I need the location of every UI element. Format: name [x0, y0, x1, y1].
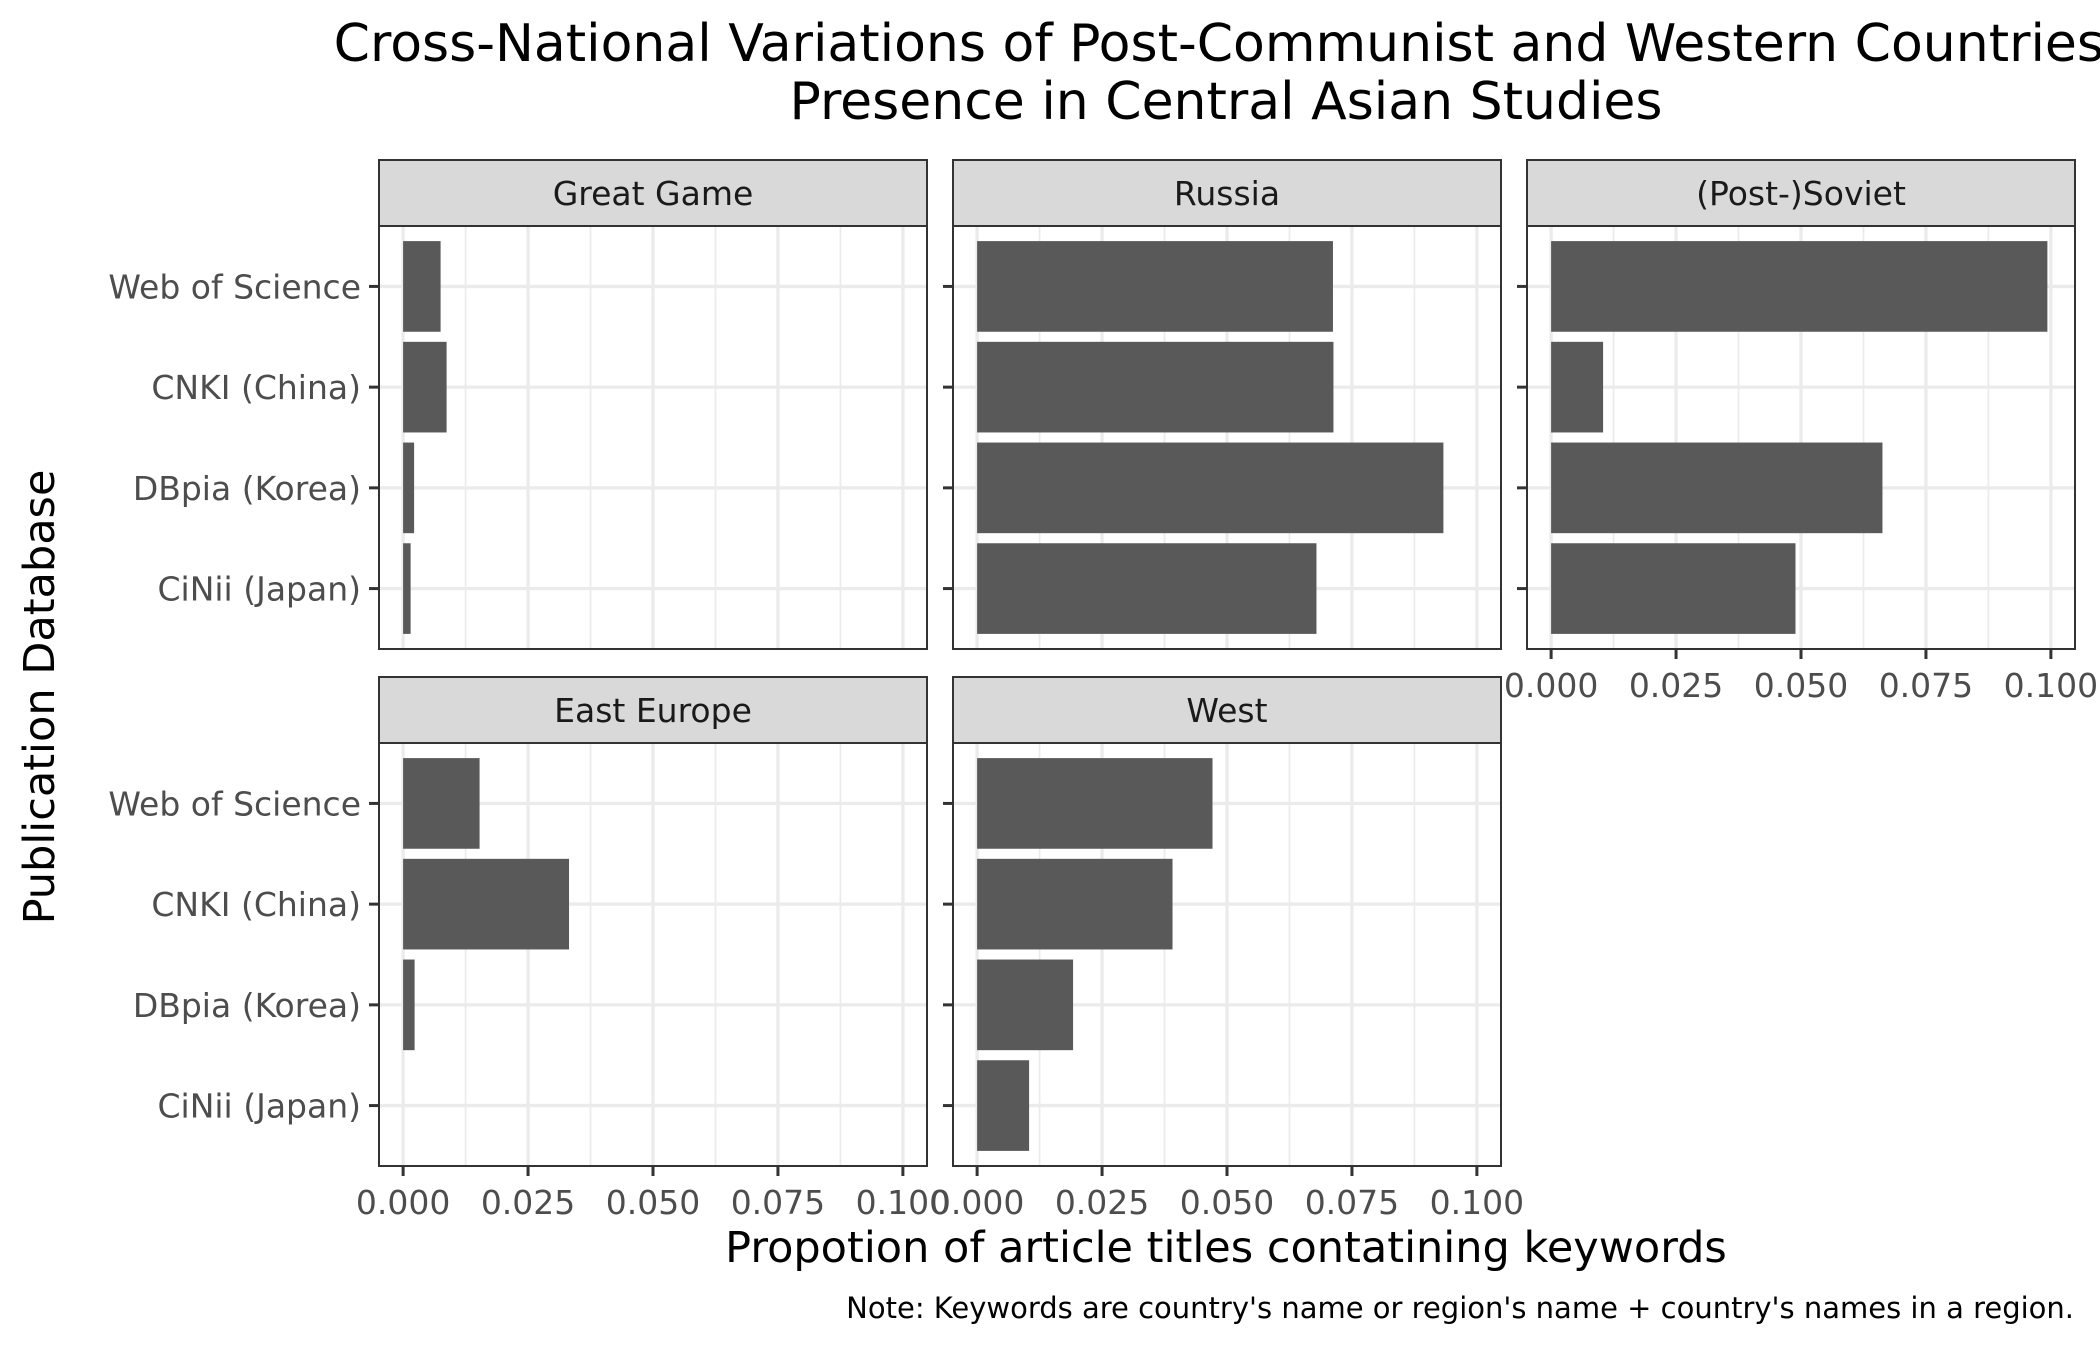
facet-label: Russia [1174, 174, 1280, 213]
x-axis-title: Propotion of article titles contatining … [725, 1223, 1727, 1273]
facet-strip [378, 676, 928, 744]
bar-west-cinii-japan [977, 1060, 1030, 1151]
chart-title: Cross-National Variations of Post-Commun… [334, 14, 2100, 132]
x-tick-label: 0.000 [930, 1183, 1024, 1222]
bar-russia-cnki-china [977, 341, 1334, 433]
facet-strip [378, 159, 928, 227]
x-tick-label: 0.075 [1879, 666, 1973, 705]
panel-border [952, 225, 1502, 650]
x-tick-label: 0.025 [1055, 1183, 1149, 1222]
y-tick-label: DBpia (Korea) [133, 469, 361, 508]
facet-panel-russia: Russia [943, 159, 1502, 650]
x-tick-label: 0.050 [606, 1183, 700, 1222]
facet-label: (Post-)Soviet [1696, 174, 1906, 213]
facet-label: West [1186, 691, 1267, 730]
x-tick-label: 0.025 [1629, 666, 1723, 705]
x-tick-label: 0.000 [356, 1183, 450, 1222]
panel-border [378, 225, 928, 650]
y-tick-label: CiNii (Japan) [157, 1087, 361, 1126]
y-tick-label: CiNii (Japan) [157, 570, 361, 609]
facet-label: Great Game [553, 174, 754, 213]
y-tick-label: Web of Science [108, 784, 361, 823]
x-tick-label: 0.050 [1754, 666, 1848, 705]
chart-title-line-1: Cross-National Variations of Post-Commun… [334, 14, 2100, 74]
bar-east-europe-dbpia-korea [403, 959, 415, 1051]
bar-great-game-cnki-china [403, 341, 447, 433]
bar-great-game-web-of-science [403, 241, 441, 332]
x-tick-label: 0.025 [481, 1183, 575, 1222]
bar-east-europe-web-of-science [403, 758, 480, 849]
x-tick-label: 0.100 [2004, 666, 2098, 705]
facet-panel-east-europe: East Europe Web of Science CNKI (China) DBp… [108, 676, 950, 1222]
chart-title-line-2: Presence in Central Asian Studies [790, 72, 1663, 132]
bar-great-game-cinii-japan [403, 543, 411, 634]
bar-east-europe-cnki-china [403, 858, 570, 950]
y-tick-label: DBpia (Korea) [133, 986, 361, 1025]
y-tick-label: CNKI (China) [151, 368, 361, 407]
bar-post-soviet-cnki-china [1551, 341, 1604, 433]
facet-strip [952, 676, 1502, 744]
bar-russia-dbpia-korea [977, 442, 1444, 534]
y-tick-label: Web of Science [108, 267, 361, 306]
facet-label: East Europe [554, 691, 752, 730]
bar-russia-web-of-science [977, 241, 1333, 332]
x-tick-label: 0.075 [731, 1183, 825, 1222]
x-tick-label: 0.000 [1504, 666, 1598, 705]
bar-great-game-dbpia-korea [403, 442, 415, 534]
x-tick-label: 0.100 [1430, 1183, 1524, 1222]
bar-russia-cinii-japan [977, 543, 1317, 634]
y-axis-title: Publication Database [15, 470, 65, 925]
facet-strip [1526, 159, 2076, 227]
bar-west-cnki-china [977, 858, 1173, 950]
y-tick-label: CNKI (China) [151, 885, 361, 924]
chart-caption: Note: Keywords are country's name or reg… [846, 1291, 2074, 1325]
bar-post-soviet-cinii-japan [1551, 543, 1796, 634]
bar-post-soviet-dbpia-korea [1551, 442, 1883, 534]
x-tick-label: 0.050 [1180, 1183, 1274, 1222]
bar-post-soviet-web-of-science [1551, 241, 2048, 332]
facet-panel-great-game: Great Game Web of Science CNKI (China) DBpi… [108, 159, 928, 650]
facet-panel-west: West 0.000 0.025 0.050 0.075 0.100 [930, 676, 1524, 1222]
bar-west-web-of-science [977, 758, 1213, 849]
x-tick-label: 0.100 [856, 1183, 950, 1222]
facet-strip [952, 159, 1502, 227]
facet-panels: Great Game Web of Science CNKI (China) DBpi… [108, 159, 2098, 1222]
facet-panel-post-soviet: (Post-)Soviet 0.000 0.025 0.050 0.075 0.100 [1504, 159, 2098, 705]
x-tick-label: 0.075 [1305, 1183, 1399, 1222]
bar-west-dbpia-korea [977, 959, 1074, 1051]
